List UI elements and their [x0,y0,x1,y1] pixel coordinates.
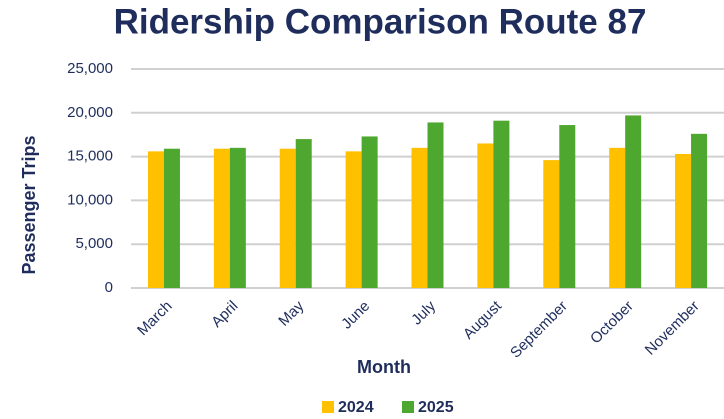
bar [559,125,576,289]
x-tick-label: May [275,297,307,329]
legend-swatch [402,401,414,413]
y-tick-label: 10,000 [67,191,113,208]
y-tick-label: 20,000 [67,104,113,121]
bar [147,151,164,288]
bar [427,122,444,288]
bar [295,139,312,288]
y-axis-title: Passenger Trips [19,135,39,274]
x-tick-label: March [134,298,175,339]
bar [279,148,296,288]
legend-label: 2025 [418,399,454,416]
legend-swatch [322,401,334,413]
chart-title: Ridership Comparison Route 87 [114,2,647,41]
bar [493,120,510,289]
bar [477,143,494,288]
y-tick-label: 15,000 [67,148,113,165]
bar [609,147,626,288]
bar [345,151,362,288]
bar [229,147,246,288]
bar [213,148,230,288]
x-tick-label: November [642,298,703,359]
x-tick-label: June [338,298,373,333]
y-tick-label: 0 [105,279,113,296]
x-axis-title: Month [357,357,411,377]
legend-label: 2024 [338,399,374,416]
x-tick-label: April [208,298,241,331]
x-tick-label: July [408,297,439,328]
y-tick-label: 5,000 [75,235,113,252]
x-tick-label: September [507,298,571,362]
bar [361,136,378,288]
bar [625,115,642,288]
bar [675,153,692,288]
y-tick-label: 25,000 [67,60,113,77]
bar [163,148,180,288]
bar [691,133,708,288]
bar [411,147,428,288]
bar [543,160,560,288]
x-tick-label: August [460,297,506,343]
x-tick-label: October [587,298,637,348]
